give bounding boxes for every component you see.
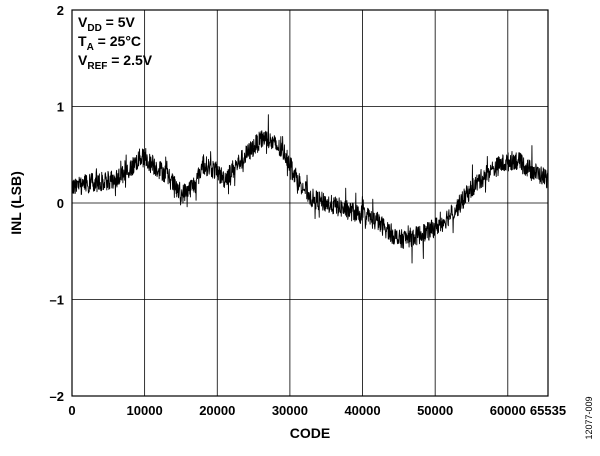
- x-tick-label: 65535: [530, 403, 566, 418]
- y-axis-title: INL (LSB): [8, 171, 24, 235]
- x-tick-label: 10000: [127, 403, 163, 418]
- x-tick-label: 40000: [344, 403, 380, 418]
- x-axis-title: CODE: [290, 425, 330, 441]
- y-tick-labels: –2 –1 0 1 2: [50, 3, 64, 404]
- x-tick-label: 30000: [272, 403, 308, 418]
- condition-annotation: VDD = 5V: [78, 14, 136, 34]
- x-tick-label: 60000: [490, 403, 526, 418]
- x-tick-label: 50000: [417, 403, 453, 418]
- condition-annotation: VREF = 2.5V: [78, 52, 153, 72]
- x-tick-label: 0: [68, 403, 75, 418]
- series-layer: [71, 114, 549, 264]
- y-tick-label: –2: [50, 389, 64, 404]
- x-tick-labels: 0 10000 20000 30000 40000 50000 60000 65535: [68, 403, 566, 418]
- figure-id: 12077-009: [584, 396, 594, 439]
- grid-lines: [72, 10, 548, 396]
- plot-frame: [71, 9, 549, 397]
- condition-annotation: TA = 25°C: [78, 33, 141, 53]
- y-tick-label: 1: [57, 100, 64, 115]
- y-tick-label: –1: [50, 293, 64, 308]
- x-tick-label: 20000: [199, 403, 235, 418]
- y-tick-label: 2: [57, 3, 64, 18]
- y-tick-label: 0: [57, 196, 64, 211]
- inl-series-line: [71, 114, 549, 264]
